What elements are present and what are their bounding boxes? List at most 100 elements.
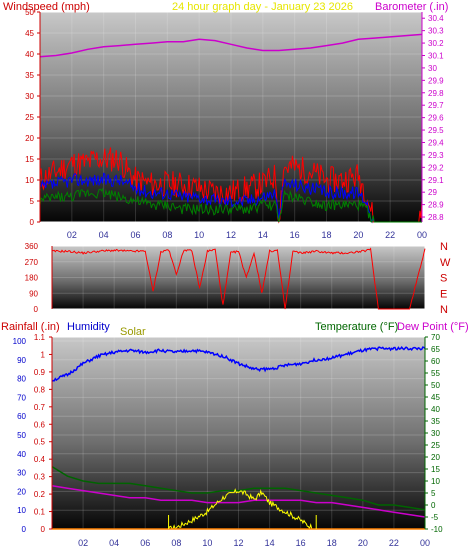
rain-tick-label: 0.7 [34,403,46,412]
rain-tick-label: 0.8 [34,385,46,394]
y-left-tick-label: 20 [25,134,34,143]
y-right-tick-label: 29.1 [428,176,444,185]
y-left-tick-label: 40 [25,50,34,59]
temp-tick-label: 70 [431,333,440,342]
humidity-tick-label: 40 [17,450,26,459]
humidity-tick-label: 10 [17,506,26,515]
humidity-tick-label: 80 [17,375,26,384]
y-right-tick-label: 29.9 [428,76,444,85]
y-right-tick-label: 29.2 [428,163,444,172]
rainfall-label: Rainfall (.in) [1,321,60,333]
rain-tick-label: 0.6 [34,420,46,429]
temperature-series [51,465,426,511]
humidity-series [51,345,426,382]
y-tick-label: 90 [29,289,38,298]
y-tick-label: 180 [25,274,39,283]
x-tick-label: 20 [358,538,368,548]
temp-tick-label: 40 [431,405,440,414]
barometer-label: Barometer (.in) [375,1,448,13]
y-left-tick-label: 0 [30,218,35,227]
rain-tick-label: 0.3 [34,473,46,482]
rain-tick-label: 0.9 [34,368,46,377]
x-tick-label: 02 [67,230,77,240]
wind-average-series [39,172,422,224]
x-tick-label: 14 [258,230,268,240]
y-right-tick-label: 29.5 [428,126,444,135]
temp-tick-label: -5 [431,513,439,522]
y-left-tick-label: 35 [25,71,34,80]
x-tick-label: 08 [162,230,172,240]
y-tick-label: 360 [25,242,39,251]
humidity-tick-label: 70 [17,393,26,402]
temp-tick-label: 0 [431,501,436,510]
wind-low-series [39,187,422,223]
x-tick-label: 04 [109,538,119,548]
compass-label: E [440,288,447,300]
direction-plot-area [51,245,426,310]
humidity-tick-label: 90 [17,356,26,365]
rain-tick-label: 0.4 [34,455,46,464]
temp-tick-label: 60 [431,357,440,366]
compass-label: S [440,273,447,285]
y-tick-label: 0 [34,305,39,314]
y-right-tick-label: 30.1 [428,51,444,60]
temp-tick-label: 35 [431,417,440,426]
humidity-tick-label: 60 [17,412,26,421]
compass-label: N [440,241,448,253]
x-tick-label: 16 [290,230,300,240]
x-tick-label: 00 [417,230,427,240]
y-right-tick-label: 29.4 [428,138,444,147]
y-right-tick-label: 30.3 [428,27,444,36]
y-right-tick-label: 29.8 [428,89,444,98]
rain-tick-label: 0.1 [34,508,46,517]
temp-tick-label: 45 [431,393,440,402]
rain-tick-label: 0.2 [34,490,46,499]
compass-label: N [440,304,448,316]
temp-tick-label: 5 [431,489,436,498]
temperature-label: Temperature (°F) [315,321,398,333]
rain-tick-label: 1 [41,350,46,359]
y-right-tick-label: 29.7 [428,101,444,110]
y-right-tick-label: 30.2 [428,39,444,48]
compass-label: W [440,257,451,269]
x-tick-label: 06 [130,230,140,240]
y-left-tick-label: 10 [25,176,34,185]
solar-label: Solar [120,326,146,338]
rain-tick-label: 0.5 [34,438,46,447]
temp-tick-label: 20 [431,453,440,462]
y-left-tick-label: 25 [25,113,34,122]
humidity-tick-label: 20 [17,487,26,496]
humidity-tick-label: 100 [13,337,27,346]
y-tick-label: 270 [25,258,39,267]
temp-plot-area [51,336,426,530]
y-right-tick-label: 30.4 [428,14,444,23]
barometer-series [39,33,423,58]
y-right-tick-label: 29 [428,188,437,197]
humidity-tick-label: 50 [17,431,26,440]
temp-tick-label: 30 [431,429,440,438]
x-tick-label: 02 [78,538,88,548]
y-right-tick-label: 29.3 [428,151,444,160]
x-tick-label: 00 [420,538,430,548]
y-left-tick-label: 30 [25,92,34,101]
humidity-label: Humidity [67,321,110,333]
y-left-tick-label: 5 [30,197,35,206]
x-tick-label: 18 [327,538,337,548]
graph-title: 24 hour graph day - January 23 2026 [172,1,353,13]
y-right-tick-label: 29.6 [428,114,444,123]
rain-tick-label: 1.1 [34,333,46,342]
humidity-tick-label: 0 [22,525,27,534]
x-tick-label: 20 [353,230,363,240]
dewpoint-label: Dew Point (°F) [397,321,469,333]
temp-tick-label: 15 [431,465,440,474]
temp-tick-label: 25 [431,441,440,450]
x-tick-label: 12 [226,230,236,240]
temp-tick-label: -10 [431,525,443,534]
dewpoint-series [51,485,426,518]
x-tick-label: 06 [140,538,150,548]
y-right-tick-label: 30 [428,64,437,73]
x-tick-label: 18 [321,230,331,240]
temp-tick-label: 55 [431,369,440,378]
rain-tick-label: 0 [41,525,46,534]
